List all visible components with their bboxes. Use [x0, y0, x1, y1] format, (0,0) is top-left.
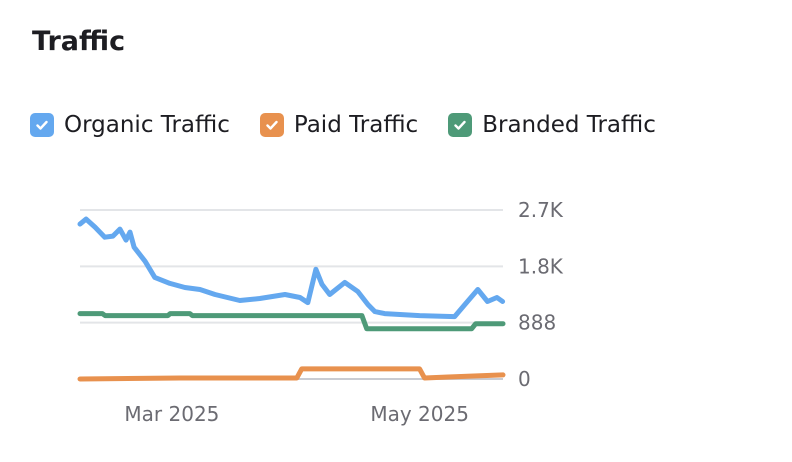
checkbox-checked-icon[interactable]	[259, 113, 284, 137]
legend-item-organic[interactable]: Organic Traffic	[30, 112, 230, 138]
checkbox-checked-icon[interactable]	[30, 113, 54, 137]
legend-item-paid[interactable]: Paid Traffic	[259, 112, 419, 138]
series-line-branded-traffic	[77, 311, 506, 332]
widget-title: Traffic	[32, 26, 126, 57]
legend-item-branded[interactable]: Branded Traffic	[448, 112, 656, 138]
x-tick-label: Mar 2025	[124, 402, 219, 426]
series-line-organic-traffic	[77, 216, 506, 320]
legend: Organic Traffic Paid Traffic Branded Tra…	[30, 112, 686, 138]
legend-label: Organic Traffic	[64, 112, 230, 138]
legend-label: Branded Traffic	[482, 112, 656, 138]
series-line-paid-traffic	[77, 366, 506, 382]
y-tick-label: 888	[518, 311, 556, 335]
y-tick-label: 1.8K	[518, 254, 564, 278]
legend-label: Paid Traffic	[293, 112, 419, 138]
y-tick-label: 2.7K	[518, 198, 564, 222]
checkbox-checked-icon[interactable]	[448, 113, 473, 137]
x-tick-label: May 2025	[370, 402, 469, 426]
y-tick-label: 0	[518, 367, 531, 391]
